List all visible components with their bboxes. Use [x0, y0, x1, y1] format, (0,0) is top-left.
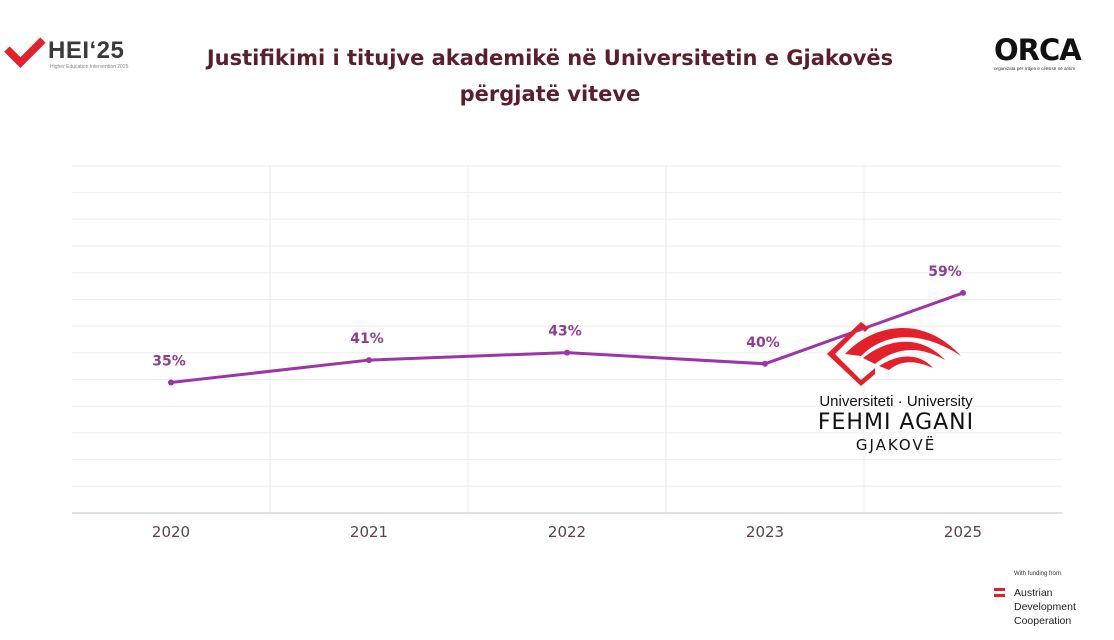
funding-org-line-1: Austrian: [1014, 587, 1053, 599]
chart-title: Justifikimi i titujve akademikë në Unive…: [200, 40, 900, 112]
chart-title-line-1: Justifikimi i titujve akademikë në Unive…: [206, 46, 894, 70]
funding-organization: Austrian Development Cooperation: [1014, 586, 1076, 628]
funding-label: With funding from: [1014, 571, 1062, 577]
ufa-logo-line-2: FEHMI AGANI: [817, 410, 975, 435]
data-label: 41%: [350, 331, 384, 347]
data-point: [564, 349, 570, 356]
funding-org-line-2: Development: [1014, 601, 1076, 613]
data-point: [168, 379, 174, 386]
data-label: 35%: [152, 353, 186, 369]
x-tick-label: 2022: [548, 523, 586, 541]
data-point: [366, 357, 372, 364]
data-point: [960, 289, 966, 296]
funding-org-line-3: Cooperation: [1014, 615, 1072, 627]
data-point: [762, 360, 768, 367]
data-labels: 35% 41% 43% 40% 59%: [152, 264, 962, 370]
orca-logo-subtitle: organizata për rritjen e cilësisë në ars…: [994, 66, 1076, 71]
data-label: 40%: [746, 335, 780, 351]
data-points: [168, 289, 966, 386]
x-tick-label: 2020: [152, 523, 190, 541]
data-label: 59%: [928, 264, 962, 280]
orca-logo-text: ORCA: [994, 33, 1082, 67]
austria-flag-icon: [994, 588, 1005, 597]
hei-logo-mark: [4, 37, 46, 68]
x-tick-label: 2025: [944, 523, 982, 541]
ufa-logo-line-3: GJAKOVË: [855, 436, 937, 454]
x-tick-label: 2021: [350, 523, 388, 541]
hei-logo-subtitle: Higher Education Intervention 2025: [50, 64, 129, 70]
chart-title-line-2: përgjatë viteve: [459, 82, 641, 106]
ufa-logo-mark: [827, 322, 961, 386]
horizontal-gridlines: [72, 165, 1062, 487]
hei-logo-text: HEI‘25: [48, 37, 125, 64]
x-axis-ticks: 2020 2021 2022 2023 2025: [152, 523, 982, 541]
x-tick-label: 2023: [746, 523, 784, 541]
data-label: 43%: [548, 324, 582, 340]
ufa-logo-line-1: Universiteti · University: [819, 393, 973, 410]
